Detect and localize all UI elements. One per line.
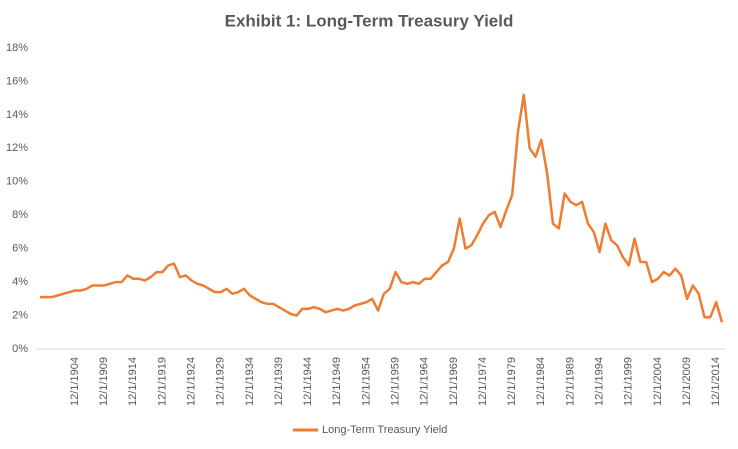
y-tick-label: 16% [6,75,28,87]
x-tick-label: 12/1/1954 [360,357,372,406]
y-tick-label: 0% [12,343,28,355]
y-tick-label: 18% [6,42,28,54]
y-tick-label: 12% [6,142,28,154]
x-tick-label: 12/1/1944 [302,357,314,406]
chart-title: Exhibit 1: Long-Term Treasury Yield [225,11,514,30]
x-tick-label: 12/1/1989 [564,357,576,406]
y-tick-label: 10% [6,176,28,188]
x-tick-label: 12/1/1999 [623,357,635,406]
x-tick-label: 12/1/1909 [98,357,110,406]
y-tick-label: 4% [12,276,28,288]
y-tick-label: 8% [12,209,28,221]
y-tick-label: 14% [6,109,28,121]
x-tick-label: 12/1/1939 [273,357,285,406]
x-tick-label: 12/1/1979 [506,357,518,406]
x-tick-label: 12/1/1914 [127,357,139,406]
x-tick-label: 12/1/1919 [156,357,168,406]
y-tick-label: 2% [12,309,28,321]
x-tick-label: 12/1/1959 [389,357,401,406]
line-series [40,93,724,323]
x-tick-label: 12/1/1984 [535,357,547,406]
x-tick-label: 12/1/1949 [331,357,343,406]
x-tick-label: 12/1/2014 [710,357,722,406]
x-tick-label: 12/1/2009 [681,357,693,406]
x-tick-label: 12/1/1929 [215,357,227,406]
x-tick-label: 12/1/1934 [244,357,256,406]
x-tick-label: 12/1/1904 [69,357,81,406]
x-tick-label: 12/1/1994 [593,357,605,406]
legend-label: Long-Term Treasury Yield [322,424,447,436]
x-tick-label: 12/1/1974 [477,357,489,406]
x-tick-label: 12/1/1969 [448,357,460,406]
y-tick-label: 6% [12,243,28,255]
x-tick-label: 12/1/1924 [185,357,197,406]
x-tick-label: 12/1/1964 [419,357,431,406]
x-tick-label: 12/1/2004 [652,357,664,406]
